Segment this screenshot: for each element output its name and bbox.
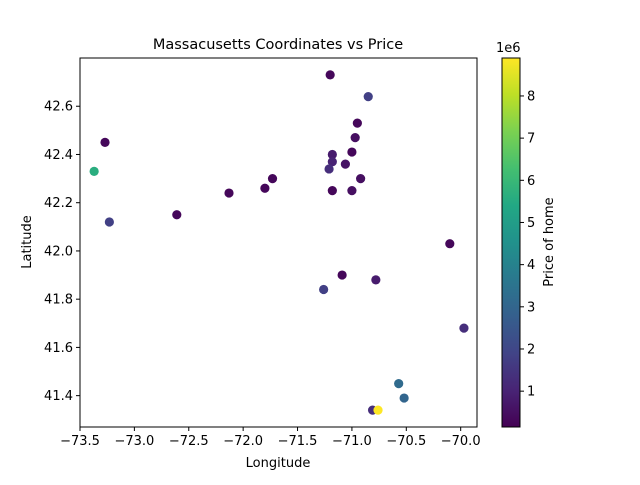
- data-point: [394, 378, 404, 389]
- y-tick-label: 42.4: [44, 148, 73, 163]
- y-tick-label: 42.2: [44, 196, 73, 211]
- x-tick-label: −71.5: [278, 434, 318, 449]
- data-point: [356, 173, 366, 184]
- x-axis-ticks: −73.5 −73.0 −72.5 −72.0 −71.5 −71.0 −70.5 −70.0: [60, 427, 481, 449]
- colorbar-tick-label: 8: [527, 89, 535, 104]
- data-point: [325, 70, 335, 80]
- colorbar-tick-label: 4: [527, 258, 535, 273]
- data-point: [89, 166, 99, 176]
- colorbar-tick-label: 1: [527, 385, 535, 400]
- y-axis-ticks: 41.4 41.6 41.8 42.0 42.2 42.4 42.6: [44, 100, 80, 404]
- colorbar-offset-label: 1e6: [496, 41, 521, 56]
- x-tick-label: −72.5: [169, 434, 209, 449]
- colorbar-ticks: 1 2 3 4 5 6 7 8: [520, 89, 535, 400]
- x-tick-label: −73.5: [60, 434, 100, 449]
- data-point: [373, 405, 383, 415]
- data-point: [340, 159, 350, 169]
- colorbar-tick-label: 3: [527, 300, 535, 315]
- colorbar-tick-label: 7: [527, 132, 535, 147]
- x-tick-label: −70.0: [441, 434, 481, 449]
- y-tick-label: 42.0: [44, 244, 73, 259]
- y-axis-label: Latitude: [20, 215, 35, 269]
- data-point: [260, 183, 270, 193]
- data-point: [224, 188, 234, 198]
- data-point: [347, 147, 357, 157]
- x-axis-label: Longitude: [246, 456, 311, 471]
- data-point: [324, 164, 334, 174]
- data-point: [399, 393, 409, 403]
- x-tick-label: −70.5: [386, 434, 426, 449]
- colorbar-tick-label: 2: [527, 342, 535, 357]
- data-point: [172, 210, 182, 220]
- data-point: [327, 149, 337, 160]
- colorbar: [501, 57, 521, 428]
- y-tick-label: 41.4: [44, 389, 73, 404]
- data-point: [337, 270, 347, 280]
- chart-title: Massacusetts Coordinates vs Price: [153, 37, 403, 53]
- data-point: [371, 275, 381, 285]
- data-point: [327, 186, 337, 196]
- data-point: [347, 186, 357, 196]
- data-point: [459, 323, 469, 333]
- x-tick-label: −72.0: [223, 434, 263, 449]
- data-point: [352, 118, 362, 128]
- data-point: [350, 132, 360, 143]
- data-point: [363, 91, 373, 102]
- data-point: [319, 284, 329, 295]
- data-point: [100, 137, 110, 148]
- y-tick-label: 41.6: [44, 341, 73, 356]
- y-tick-label: 42.6: [44, 100, 73, 115]
- x-tick-label: −71.0: [332, 434, 372, 449]
- data-point: [445, 239, 455, 249]
- data-point: [327, 157, 337, 167]
- data-point: [267, 173, 278, 184]
- data-points: [89, 70, 469, 415]
- colorbar-label: Price of home: [542, 197, 557, 286]
- colorbar-tick-label: 5: [527, 216, 535, 231]
- y-tick-label: 41.8: [44, 293, 73, 308]
- colorbar-tick-label: 6: [527, 174, 535, 189]
- data-point: [104, 217, 114, 227]
- x-tick-label: −73.0: [114, 434, 154, 449]
- plot-frame: [79, 57, 478, 428]
